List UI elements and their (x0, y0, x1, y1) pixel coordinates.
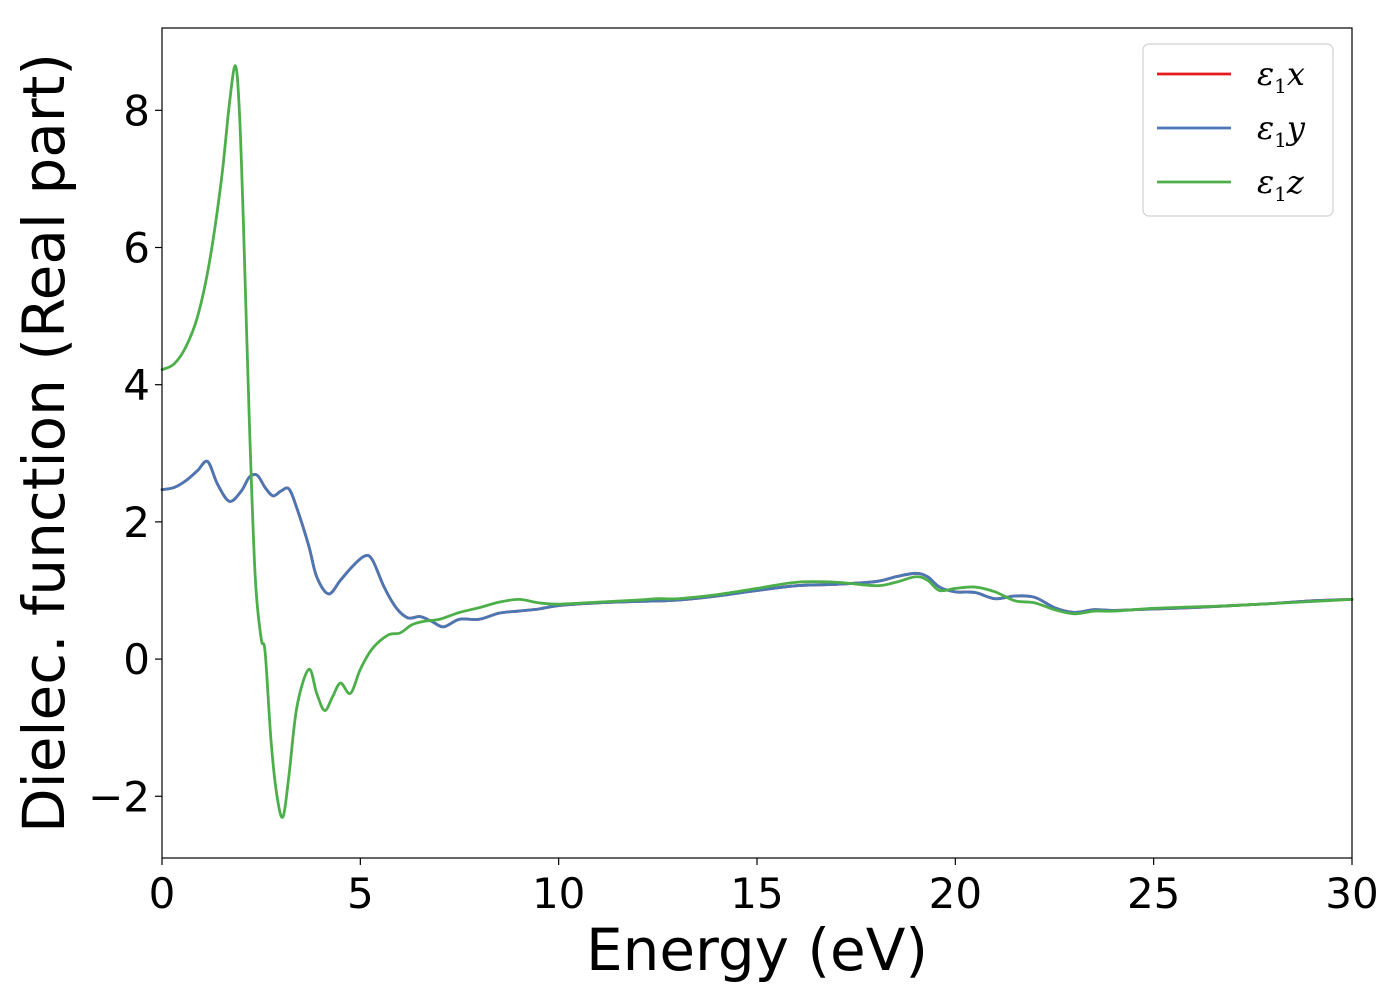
x-axis-ticks: 0 5 10 15 20 25 30 (149, 858, 1379, 918)
x-tick-label: 20 (929, 869, 982, 918)
y-tick-label: 2 (123, 498, 150, 547)
y-axis-title: Dielec. function (Real part) (10, 53, 78, 833)
series-line-z (160, 64, 1354, 819)
y-tick-label: 6 (123, 224, 150, 273)
x-axis-title: Energy (eV) (586, 916, 928, 984)
x-tick-label: 15 (730, 869, 783, 918)
legend: ε1x ε1y ε1z (1142, 43, 1334, 217)
legend-label-y: ε1y (1257, 109, 1306, 152)
y-tick-label: 8 (123, 86, 150, 135)
legend-label-x: ε1x (1257, 55, 1305, 98)
legend-label-z: ε1z (1257, 163, 1305, 206)
x-tick-label: 30 (1325, 869, 1378, 918)
y-tick-label: 0 (123, 635, 150, 684)
y-axis-ticks: −2 0 2 4 6 8 (88, 86, 162, 821)
x-tick-label: 25 (1127, 869, 1180, 918)
legend-items: ε1x ε1y ε1z (1157, 55, 1306, 206)
series-line-y (160, 459, 1354, 629)
x-tick-label: 0 (149, 869, 176, 918)
y-tick-label: −2 (88, 772, 150, 821)
series-layer (160, 64, 1354, 819)
legend-frame (1142, 43, 1334, 217)
y-tick-label: 4 (123, 361, 150, 410)
x-tick-label: 5 (347, 869, 374, 918)
x-tick-label: 10 (532, 869, 585, 918)
